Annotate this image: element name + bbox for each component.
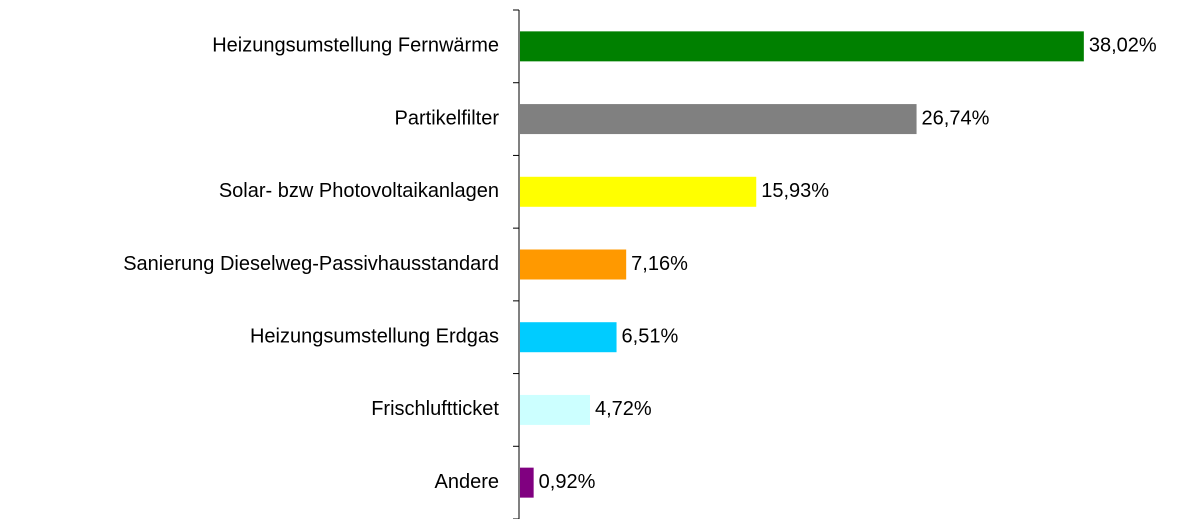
bar (520, 322, 617, 353)
value-label: 7,16% (631, 253, 688, 275)
value-label: 26,74% (922, 107, 990, 129)
bar (520, 176, 757, 207)
y-tick-label: Frischluftticket (371, 398, 499, 420)
bar (520, 31, 1084, 62)
y-tick-label: Sanierung Dieselweg-Passivhausstandard (123, 253, 499, 275)
value-label: 6,51% (622, 325, 679, 347)
bar (520, 249, 627, 280)
value-label: 38,02% (1089, 35, 1157, 57)
y-tick-label: Heizungsumstellung Erdgas (250, 325, 499, 347)
y-tick-label: Heizungsumstellung Fernwärme (212, 35, 499, 57)
y-tick-label: Andere (435, 471, 500, 493)
bar (520, 394, 590, 425)
bar (520, 467, 534, 498)
y-tick-label: Partikelfilter (395, 107, 500, 129)
y-tick-label: Solar- bzw Photovoltaikanlagen (219, 180, 499, 202)
bar (520, 104, 917, 135)
value-label: 0,92% (539, 471, 596, 493)
value-label: 15,93% (761, 180, 829, 202)
value-label: 4,72% (595, 398, 652, 420)
